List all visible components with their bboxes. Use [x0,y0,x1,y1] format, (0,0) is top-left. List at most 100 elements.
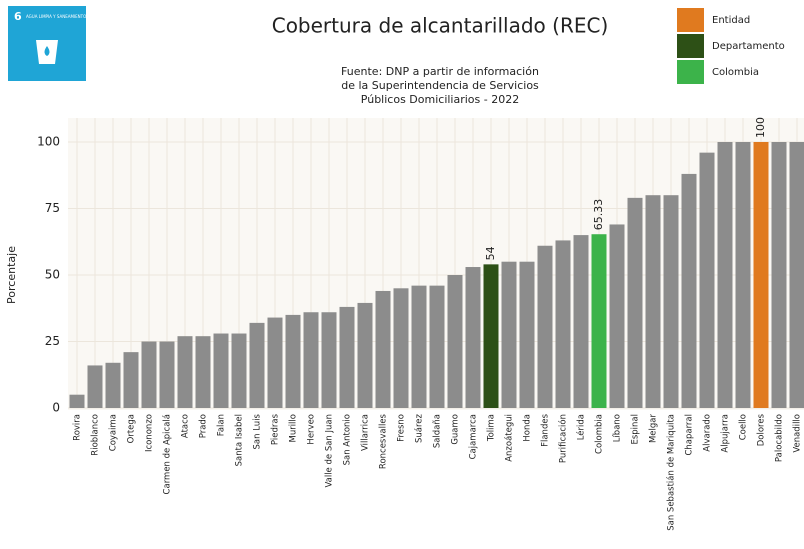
legend-swatch [677,8,704,32]
bar [429,285,445,408]
y-axis-label: Porcentaje [5,246,18,304]
x-tick-label: Roncesvalles [379,413,389,469]
x-tick-label: San Luis [253,413,263,449]
bar [519,261,535,408]
bar [177,336,193,408]
x-tick-label: Ortega [127,414,137,443]
x-tick-label: Colombia [595,414,605,454]
legend-label: Colombia [712,67,759,78]
bar [123,352,139,408]
y-tick-label: 0 [52,401,60,415]
bar [555,240,571,408]
bar [753,142,769,408]
bar [231,333,247,408]
x-tick-label: Carmen de Apicalá [163,414,173,494]
bar [465,267,481,408]
x-tick-label: Valle de San Juan [325,414,335,488]
x-tick-label: Cajamarca [469,414,479,459]
x-tick-label: Honda [523,414,533,442]
y-tick-label: 100 [37,135,60,149]
x-tick-label: Flandes [541,413,551,446]
x-tick-label: Rovira [73,414,83,441]
x-tick-label: Falan [217,414,227,436]
bar [105,362,121,408]
data-label: 54 [484,246,497,260]
badge-number: 6 [14,10,22,23]
legend-swatch [677,60,704,84]
x-tick-label: Fresno [397,414,407,442]
bar [357,302,373,408]
x-tick-label: Palocabildo [775,414,785,462]
bar [447,275,463,408]
x-tick-label: Chaparral [685,414,695,456]
bar [411,285,427,408]
x-tick-label: Herveo [307,414,317,445]
bar [771,142,787,408]
bar [591,234,607,408]
x-tick-label: Icononzo [145,414,155,452]
bar [141,341,157,408]
x-tick-label: San Antonio [343,414,353,465]
bar [393,288,409,408]
bar [501,261,517,408]
x-tick-label: Dolores [757,413,767,446]
x-tick-label: Alpujarra [721,414,731,453]
x-tick-label: Prado [199,414,209,438]
x-tick-label: Espinal [631,414,641,445]
bar [609,224,625,408]
legend-label: Departamento [712,41,785,52]
bar [339,306,355,408]
legend-label: Entidad [712,15,750,26]
bar [699,152,715,408]
chart-title: Cobertura de alcantarillado (REC) [272,14,609,38]
x-tick-label: Tolima [487,414,497,442]
bar [537,245,553,408]
bar [483,264,499,408]
x-tick-label: Saldaña [433,414,443,448]
x-tick-label: San Sebastián de Mariquita [667,414,677,531]
x-tick-label: Anzoátegui [505,414,515,462]
x-tick-label: Melgar [649,414,659,444]
data-label: 65.33 [592,199,605,231]
x-tick-label: Venadillo [793,414,803,453]
bar [69,394,85,408]
bar [213,333,229,408]
y-tick-label: 75 [45,201,60,215]
badge-drop [44,46,50,56]
x-tick-label: Piedras [271,413,281,445]
legend-swatch [677,34,704,58]
x-tick-label: Coello [739,414,749,440]
y-tick-label: 50 [45,268,60,282]
x-tick-label: Rioblanco [91,414,101,456]
x-tick-label: Guamo [451,414,461,445]
bar [735,142,751,408]
bar [267,317,283,408]
bar [249,322,265,408]
bar [627,197,643,408]
y-tick-label: 25 [45,334,60,348]
bar [87,365,103,408]
x-tick-label: Líbano [613,414,623,442]
x-tick-label: Purificación [558,414,569,463]
bar [159,341,175,408]
x-tick-label: Coyaima [109,414,119,451]
x-tick-label: Suárez [415,413,425,443]
data-label: 100 [754,117,767,138]
bar [717,142,733,408]
badge-text: AGUA LIMPIA Y SANEAMIENTO [26,14,86,19]
bar [681,173,697,408]
bar [573,235,589,408]
subtitle: Públicos Domiciliarios - 2022 [361,93,519,106]
bar [303,312,319,408]
x-tick-label: Santa Isabel [235,414,245,466]
bar [285,314,301,408]
subtitle: Fuente: DNP a partir de información [341,65,539,78]
x-tick-label: Murillo [289,414,299,443]
x-tick-label: Alvarado [703,414,713,452]
bar [663,195,679,408]
bar [195,336,211,408]
x-tick-label: Ataco [181,414,191,438]
x-tick-label: Lérida [576,414,587,440]
bar [375,290,391,408]
